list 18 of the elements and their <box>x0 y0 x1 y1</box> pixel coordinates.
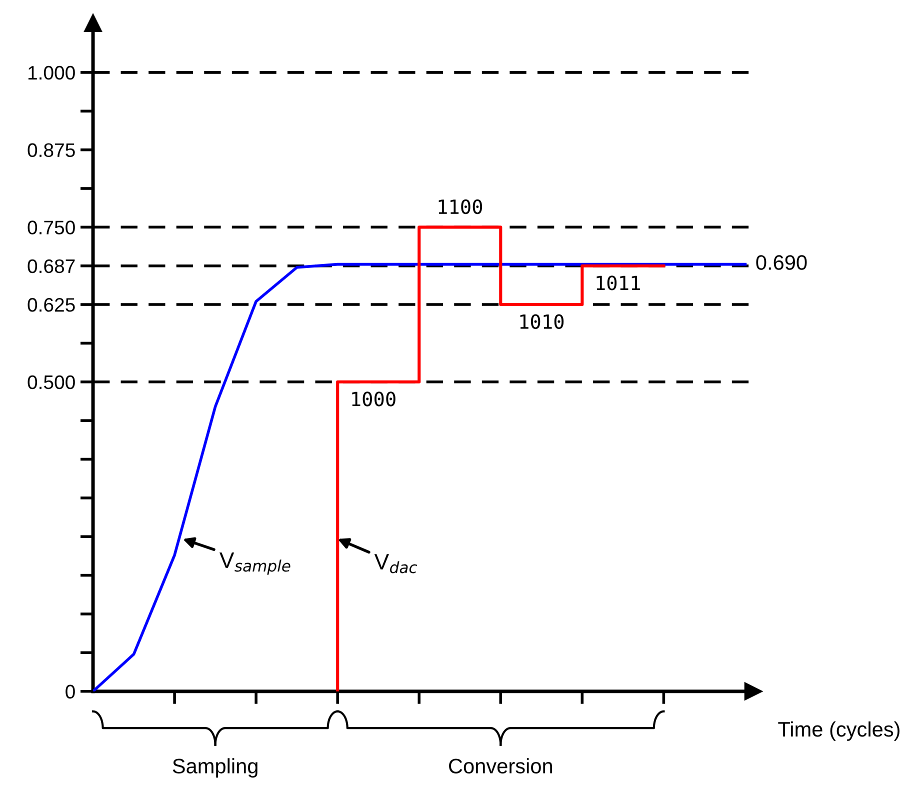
y-tick-label: 0.875 <box>28 143 75 158</box>
y-tick-label: 0 <box>66 684 75 699</box>
line-series <box>93 262 747 692</box>
x-axis-title: Time (cycles) <box>778 721 900 741</box>
text: Sampling <box>172 758 258 778</box>
text: Conversion <box>449 758 552 774</box>
annotation: 1011 <box>596 276 640 290</box>
annotation: 1000 <box>352 392 396 406</box>
y-tick-label: 0.625 <box>28 298 75 312</box>
y-tick-label: 0.687 <box>28 259 75 274</box>
y-tick-label: 0.750 <box>28 220 75 234</box>
y-tick-label: 1.000 <box>28 66 75 80</box>
text: 0.690 <box>756 255 807 270</box>
annotation: V$_{sample}$ <box>219 552 290 575</box>
annotation: V$_{dac}$ <box>374 554 418 574</box>
y-tick-label: 0.500 <box>28 375 75 390</box>
annotation: 1010 <box>520 314 564 329</box>
annotation: 1100 <box>438 199 482 214</box>
